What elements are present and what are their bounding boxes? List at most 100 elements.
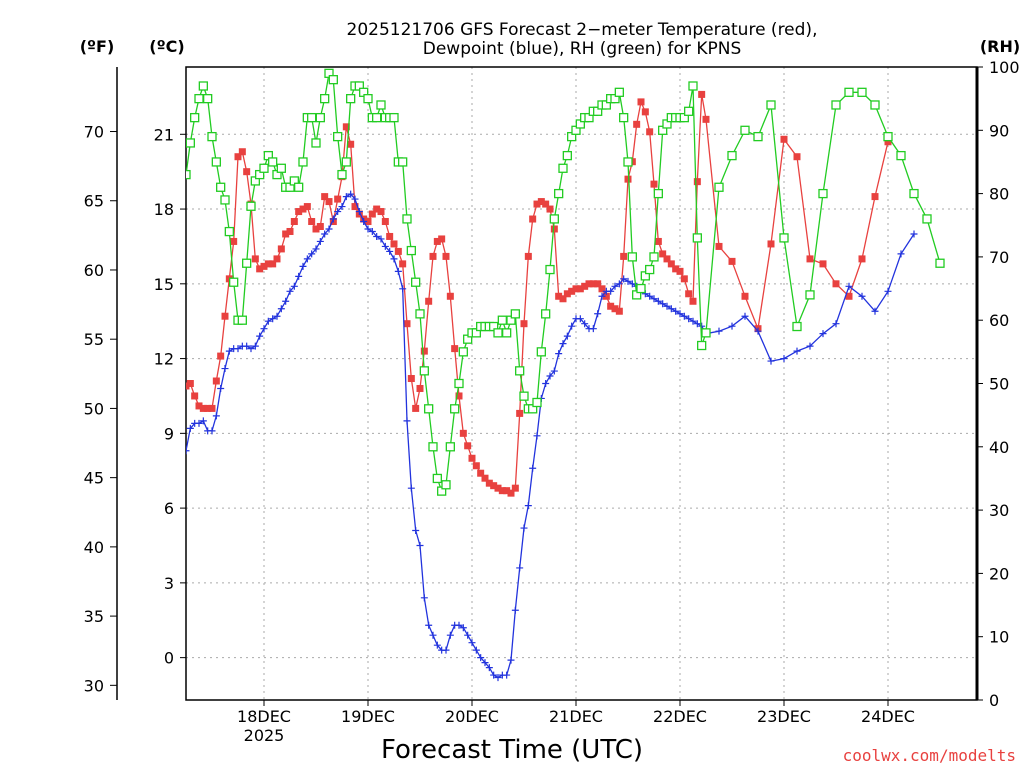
temperature-point-118 (693, 178, 701, 186)
dewpoint-point-116 (685, 315, 693, 323)
temperature-point-20 (269, 260, 277, 268)
rh-point-3 (194, 94, 204, 104)
celsius-tick-label-5: 15 (154, 275, 174, 294)
rh-point-6 (207, 131, 217, 142)
rh-point-32 (320, 94, 330, 104)
temperature-point-138 (937, 0, 944, 7)
celsius-tick-label-1: 3 (164, 574, 174, 593)
rh-tick-label-8: 80 (989, 185, 1009, 204)
dewpoint-series (186, 190, 918, 682)
rh-point-103 (627, 252, 637, 262)
dewpoint-point-21 (273, 312, 281, 320)
temperature-point-95 (594, 280, 602, 288)
rh-point-62 (450, 404, 460, 414)
temperature-point-72 (494, 484, 502, 492)
temperature-point-136 (911, 0, 918, 7)
temperature-point-52 (407, 375, 415, 383)
rh-point-78 (519, 391, 529, 401)
temperature-point-53 (412, 404, 420, 412)
temperature-point-68 (477, 469, 485, 477)
temperature-point-59 (438, 235, 446, 243)
temperature-point-93 (585, 280, 593, 288)
dewpoint-point-77 (516, 564, 524, 572)
rh-point-30 (311, 138, 321, 148)
temperature-point-126 (780, 135, 788, 143)
temperature-point-31 (316, 222, 324, 230)
dewpoint-point-1 (186, 424, 194, 432)
temperature-point-78 (520, 320, 528, 328)
celsius-tick-label-6: 18 (154, 200, 174, 219)
temperature-point-120 (702, 115, 710, 123)
rh-point-34 (328, 75, 338, 85)
dewpoint-point-45 (377, 235, 385, 243)
dewpoint-point-35 (334, 208, 342, 216)
temperature-point-49 (394, 247, 402, 255)
temperature-point-87 (559, 295, 567, 303)
dewpoint-point-126 (780, 355, 788, 363)
temperature-point-43 (368, 210, 376, 218)
dewpoint-point-68 (477, 654, 485, 662)
dewpoint-point-42 (364, 225, 372, 233)
temperature-point-122 (728, 257, 736, 265)
dewpoint-point-76 (511, 606, 519, 614)
dewpoint-point-123 (741, 312, 749, 320)
temperature-point-110 (659, 250, 667, 258)
dewpoint-point-132 (858, 292, 866, 300)
temperature-point-64 (459, 429, 467, 437)
dewpoint-point-15 (247, 345, 255, 353)
rh-point-56 (424, 404, 434, 414)
rh-point-36 (337, 169, 347, 180)
dewpoint-point-102 (624, 277, 632, 285)
rh-point-51 (402, 214, 412, 224)
temperature-point-101 (620, 252, 628, 260)
temperature-point-6 (208, 404, 216, 412)
rh-point-139 (949, 0, 957, 8)
rh-point-102 (623, 157, 633, 167)
rh-point-10 (224, 226, 234, 237)
rh-point-74 (502, 328, 512, 338)
rh-point-127 (792, 321, 802, 332)
rh-point-137 (922, 214, 932, 224)
temperature-point-9 (221, 312, 229, 320)
temperature-point-14 (243, 168, 251, 176)
temperature-point-129 (819, 260, 827, 268)
rh-point-5 (203, 94, 213, 104)
temperature-point-46 (381, 218, 389, 226)
temperature-point-77 (516, 409, 524, 417)
rh-point-124 (753, 131, 763, 142)
temperature-point-55 (420, 347, 428, 355)
rh-point-44 (372, 112, 382, 123)
rh-point-72 (493, 328, 503, 338)
rh-point-85 (549, 214, 559, 224)
fahrenheit-tick-label-7: 65 (84, 192, 104, 211)
temperature-point-45 (377, 208, 385, 216)
x-tick-label-2: 20DEC (445, 707, 499, 726)
rh-point-55 (419, 366, 429, 376)
rh-point-22 (276, 163, 286, 173)
dewpoint-point-61 (446, 631, 454, 639)
rh-point-0 (186, 169, 191, 180)
temperature-point-47 (386, 232, 394, 240)
temperature-point-69 (481, 474, 489, 482)
temperature-point-50 (399, 260, 407, 268)
fahrenheit-tick-label-1: 35 (84, 607, 104, 626)
temperature-point-67 (472, 462, 480, 470)
rh-point-101 (619, 112, 629, 123)
temperature-point-35 (334, 195, 342, 203)
temperature-point-108 (650, 180, 658, 188)
temperature-point-44 (373, 205, 381, 213)
dewpoint-point-0 (186, 447, 190, 455)
dewpoint-point-66 (468, 639, 476, 647)
temperature-point-115 (680, 275, 688, 283)
rh-point-57 (428, 442, 438, 452)
temperature-point-74 (503, 487, 511, 495)
rh-point-138 (935, 258, 945, 268)
temperature-point-98 (607, 302, 615, 310)
dewpoint-point-33 (325, 225, 333, 233)
dewpoint-point-14 (243, 342, 251, 350)
rh-point-108 (649, 252, 659, 262)
dewpoint-point-38 (347, 190, 355, 198)
dewpoint-point-49 (394, 267, 402, 275)
rh-point-87 (558, 163, 568, 173)
